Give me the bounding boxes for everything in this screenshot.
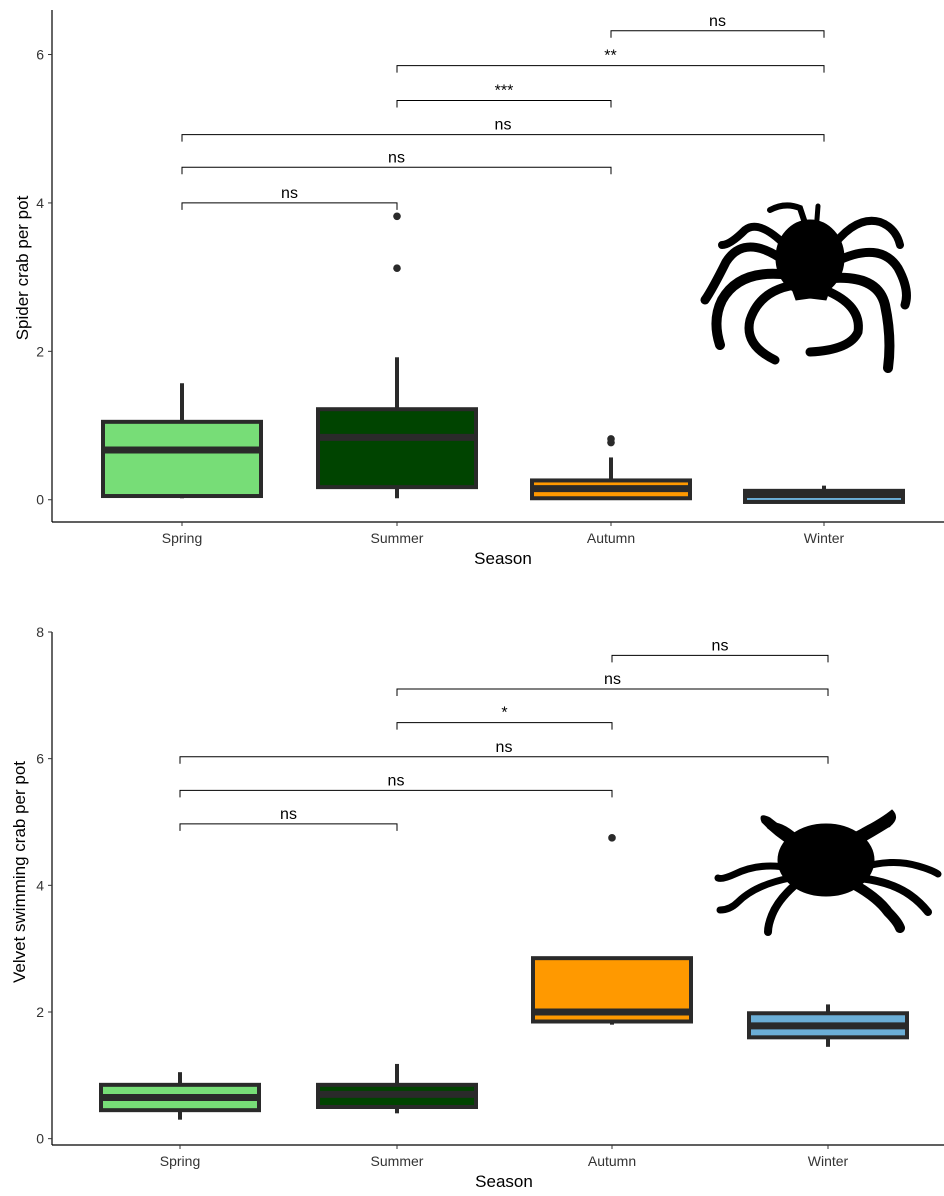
y-tick-label: 4 — [36, 877, 44, 893]
spider-crab-x-axis-title: Season — [474, 549, 532, 568]
significance-bracket — [181, 134, 825, 142]
y-tick-label: 2 — [36, 343, 44, 359]
x-tick-label: Spring — [160, 1153, 200, 1169]
y-tick-label: 2 — [36, 1004, 44, 1020]
significance-bracket — [396, 688, 829, 696]
significance-bracket — [611, 654, 829, 663]
significance-bracket — [396, 722, 613, 730]
significance-bracket — [181, 166, 612, 175]
significance-bracket — [610, 30, 825, 38]
significance-label: ns — [281, 185, 298, 202]
significance-label: ns — [712, 637, 729, 654]
significance-bracket — [396, 100, 612, 108]
significance-bracket — [179, 756, 829, 764]
significance-bracket — [179, 789, 613, 798]
significance-label: ns — [388, 149, 405, 166]
outlier-point — [608, 834, 616, 842]
velvet-crab-axis-labels: Season Velvet swimming crab per pot — [10, 761, 533, 1191]
box-spring — [101, 419, 263, 499]
significance-label: ** — [604, 48, 616, 65]
box-summer — [316, 407, 478, 490]
x-tick-label: Summer — [371, 530, 424, 546]
significance-label: ns — [709, 13, 726, 30]
significance-bracket — [396, 65, 825, 73]
y-tick-label: 6 — [36, 751, 44, 767]
spider-crab-axis-labels: Season Spider crab per pot — [13, 195, 532, 568]
x-tick-label: Summer — [371, 1153, 424, 1169]
y-tick-label: 8 — [36, 624, 44, 640]
significance-label: ns — [495, 117, 512, 134]
outlier-point — [393, 264, 401, 273]
x-tick-label: Spring — [162, 530, 202, 546]
velvet-crab-y-axis-title: Velvet swimming crab per pot — [10, 761, 29, 983]
significance-bracket — [179, 823, 398, 831]
significance-label: ns — [604, 671, 621, 688]
outlier-point — [607, 435, 615, 443]
velvet-crab-silhouette — [714, 809, 942, 936]
spider-crab-y-axis-title: Spider crab per pot — [13, 195, 32, 340]
x-tick-label: Autumn — [588, 1153, 636, 1169]
spider-crab-boxes — [101, 212, 905, 504]
x-tick-label: Autumn — [587, 530, 635, 546]
significance-label: ns — [388, 772, 405, 789]
spider-crab-silhouette — [700, 202, 911, 373]
velvet-crab-axes: 0 2 4 6 8 Spring Summer Autumn Winter — [36, 624, 944, 1169]
velvet-crab-boxes — [99, 834, 909, 1120]
significance-label: ns — [496, 739, 513, 756]
significance-bracket — [181, 202, 398, 210]
y-tick-label: 0 — [36, 1131, 44, 1147]
significance-label: ns — [280, 806, 297, 823]
y-tick-label: 6 — [36, 47, 44, 63]
y-tick-label: 4 — [36, 195, 44, 211]
significance-label: * — [501, 705, 507, 722]
significance-label: *** — [495, 83, 514, 100]
spider-crab-axes: 0 2 4 6 Spring Summer Autumn Winter — [36, 10, 944, 546]
y-tick-label: 0 — [36, 492, 44, 508]
velvet-crab-significance-brackets: ns ns ns * ns ns — [179, 637, 829, 831]
x-tick-label: Winter — [804, 530, 845, 546]
velvet-crab-x-axis-title: Season — [475, 1172, 533, 1191]
outlier-point — [393, 212, 401, 221]
x-tick-label: Winter — [808, 1153, 849, 1169]
